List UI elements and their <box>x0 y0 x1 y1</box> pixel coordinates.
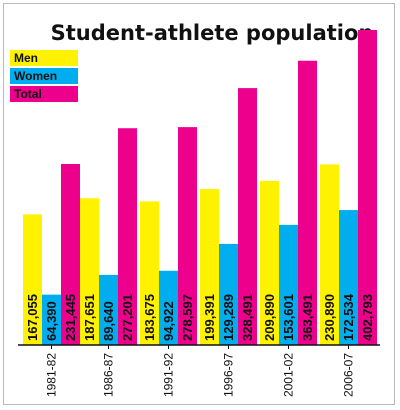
bar-men-1986-87 <box>80 198 99 345</box>
legend: Men Women Total <box>10 50 78 102</box>
bar-value-label: 402,793 <box>360 294 375 341</box>
x-tick-label: 1986-87 <box>102 353 116 397</box>
bar-value-label: 363,491 <box>300 294 315 341</box>
bar-value-label: 328,491 <box>240 294 255 341</box>
legend-label-total: Total <box>14 87 42 101</box>
bar-women-2001-02 <box>279 224 298 345</box>
bar-value-label: 129,289 <box>221 294 236 341</box>
chart-title: Student-athlete population <box>51 21 374 45</box>
bar-women-1991-92 <box>159 270 178 345</box>
bar-total-1996-97 <box>238 88 257 346</box>
x-tick-label: 1996-97 <box>222 353 236 397</box>
bar-value-label: 231,445 <box>63 294 78 341</box>
bar-men-2006-07 <box>320 164 339 345</box>
bar-total-1981-82 <box>61 164 80 345</box>
bar-value-label: 172,534 <box>341 293 356 341</box>
bar-men-1991-92 <box>140 201 159 345</box>
bar-value-label: 209,890 <box>262 294 277 341</box>
bar-women-1981-82 <box>42 294 61 345</box>
bar-value-label: 89,640 <box>101 301 116 341</box>
bar-men-1981-82 <box>23 214 42 345</box>
bar-value-label: 167,055 <box>25 294 40 341</box>
bar-total-2001-02 <box>298 60 317 345</box>
x-tick-label: 2001-02 <box>282 353 296 397</box>
legend-label-women: Women <box>14 69 57 83</box>
bar-value-label: 199,391 <box>202 294 217 341</box>
bar-value-label: 187,651 <box>82 294 97 341</box>
bar-women-1986-87 <box>99 274 118 345</box>
bars: 167,055 64,390 231,445 187,651 89,640 277,201… <box>23 30 377 346</box>
legend-swatch-men <box>10 50 78 66</box>
legend-swatch-women <box>10 68 78 84</box>
bar-value-label: 277,201 <box>120 294 135 341</box>
bar-value-label: 153,601 <box>281 294 296 341</box>
legend-swatch-total <box>10 86 78 102</box>
bar-total-1986-87 <box>118 128 137 345</box>
legend-label-men: Men <box>14 51 38 65</box>
bar-value-label: 278,597 <box>180 294 195 341</box>
x-tick-label: 2006-07 <box>342 353 356 397</box>
bar-value-label: 230,890 <box>322 294 337 341</box>
bar-total-2006-07 <box>358 30 377 345</box>
bar-women-2006-07 <box>339 210 358 345</box>
bar-men-2001-02 <box>260 180 279 345</box>
x-tick-label: 1991-92 <box>162 353 176 397</box>
bar-value-label: 94,922 <box>161 301 176 341</box>
x-tick-label: 1981-82 <box>45 353 59 397</box>
bar-women-1996-97 <box>219 243 238 345</box>
x-axis-ticks: 1981-82 1986-87 1991-92 1996-97 2001-02 2006-… <box>45 345 356 397</box>
bar-value-label: 64,390 <box>44 301 59 341</box>
bar-total-1991-92 <box>178 127 197 346</box>
bar-men-1996-97 <box>200 189 219 345</box>
bar-value-label: 183,675 <box>142 294 157 341</box>
